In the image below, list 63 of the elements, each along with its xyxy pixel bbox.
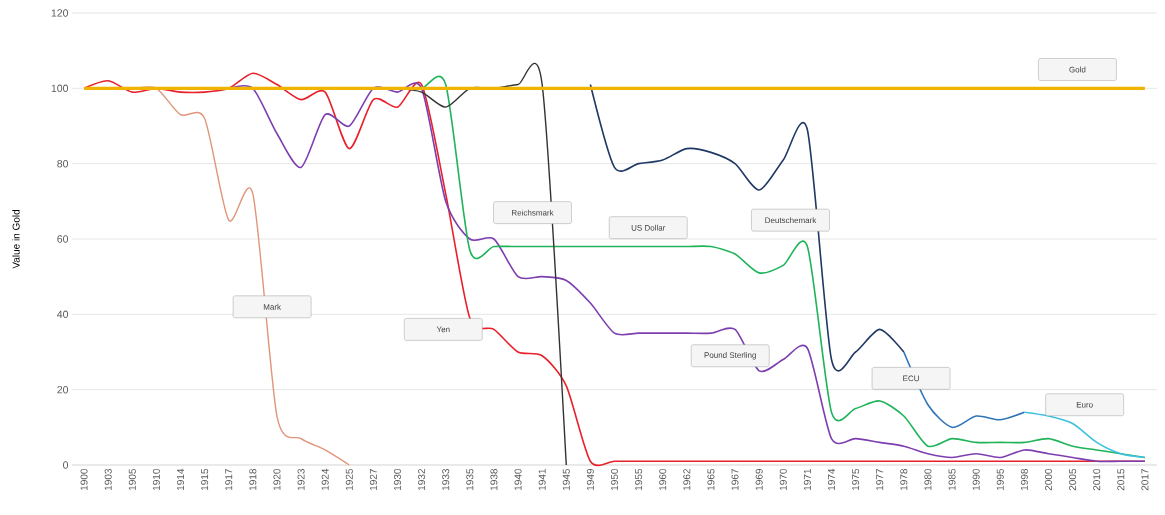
x-tick-label: 1990 — [972, 468, 980, 491]
x-tick-label: 1974 — [827, 468, 836, 491]
x-tick-label: 1933 — [442, 468, 450, 491]
x-tick-label: 1938 — [490, 468, 498, 491]
x-tick-label: 1935 — [466, 468, 474, 491]
x-tick-label: 1927 — [369, 469, 377, 491]
x-tick-label: 1975 — [852, 468, 860, 491]
x-tick-label: 1971 — [803, 469, 811, 491]
x-tick-label: 1932 — [418, 469, 426, 491]
y-tick-label: 100 — [51, 84, 69, 93]
x-tick-label: 1903 — [104, 468, 112, 491]
text: Euro — [1076, 401, 1093, 408]
x-tick-label: 1915 — [201, 468, 209, 491]
y-tick-label: 40 — [57, 310, 69, 319]
x-tick-label: 1914 — [176, 468, 185, 491]
x-tick-label: 1945 — [562, 468, 570, 491]
x-tick-label: 1995 — [996, 468, 1004, 491]
series-label: ECU — [903, 375, 919, 382]
x-tick-label: 1980 — [924, 468, 932, 491]
x-tick-label: 1965 — [707, 468, 715, 491]
series-label: Mark — [263, 303, 282, 310]
x-tick-label: 1941 — [538, 469, 546, 491]
text: Yen — [436, 326, 450, 333]
series-label: Deutschemark — [765, 217, 817, 224]
y-tick-label: 0 — [63, 461, 69, 469]
x-tick-label: 1962 — [683, 469, 691, 491]
x-tick-label: 1930 — [393, 468, 402, 491]
x-tick-label: 2010 — [1093, 468, 1101, 491]
x-tick-label: 1905 — [128, 468, 136, 491]
x-tick-label: 2015 — [1117, 468, 1125, 491]
x-tick-label: 1925 — [345, 468, 353, 491]
series-label: US Dollar — [631, 224, 666, 231]
x-tick-label: 1969 — [755, 469, 763, 491]
line-series — [1023, 411, 1146, 459]
x-tick-label: 1949 — [586, 469, 594, 491]
x-tick-label: 1955 — [635, 468, 643, 491]
y-tick-label: 120 — [51, 9, 69, 17]
x-tick-label: 1960 — [659, 468, 667, 491]
x-tick-label: 1978 — [900, 468, 908, 491]
series-label: Gold — [1069, 66, 1086, 73]
y-tick-label: 80 — [57, 159, 69, 168]
x-tick-label: 1910 — [152, 468, 160, 491]
x-tick-label: 1998 — [1020, 468, 1028, 491]
x-tick-label: 1950 — [610, 468, 619, 491]
x-tick-label: 2017 — [1141, 469, 1149, 491]
x-tick-label: 1967 — [731, 469, 739, 491]
series-label: Reichsmark — [512, 209, 554, 216]
x-tick-label: 2005 — [1069, 468, 1077, 491]
x-tick-label: 1924 — [321, 468, 329, 491]
series-label: Pound Sterling — [704, 352, 756, 360]
x-tick-label: 1923 — [297, 468, 305, 491]
y-axis-title: Value in Gold — [12, 210, 20, 269]
x-tick-label: 1977 — [876, 469, 884, 491]
x-tick-label: 1920 — [273, 468, 281, 491]
y-tick-label: 60 — [57, 235, 69, 243]
x-tick-label: 1940 — [514, 468, 522, 491]
y-tick-label: 20 — [57, 385, 69, 394]
x-tick-label: 1918 — [249, 468, 257, 491]
x-tick-label: 1900 — [80, 468, 88, 491]
x-tick-label: 1917 — [225, 469, 233, 491]
x-tick-label: 1985 — [948, 468, 956, 491]
x-tick-label: 2000 — [1044, 468, 1053, 491]
x-tick-label: 1970 — [779, 468, 787, 491]
